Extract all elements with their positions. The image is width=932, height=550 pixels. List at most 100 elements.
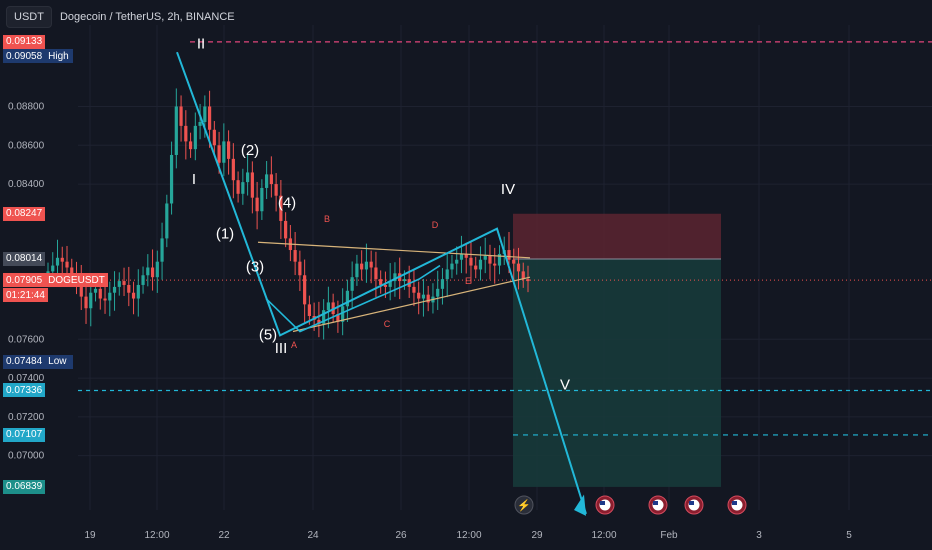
candle [345,279,350,323]
triangle-point-D: D [432,220,439,230]
wave-sub-path [265,264,441,333]
candle [265,160,269,200]
candle [108,281,112,317]
candle [369,250,373,284]
candle [55,239,60,279]
candle [445,253,449,298]
candle-body [246,172,250,183]
candle-body [212,129,216,146]
candle [497,245,502,275]
price-tag-value: 0.07484 [6,356,43,368]
candle-body [379,279,383,285]
candle-body [260,187,264,212]
price-tag-value: 0.06839 [6,481,43,493]
candle-body [507,250,511,260]
candle-body [236,180,240,194]
candle-body [478,259,483,270]
candle [117,272,121,296]
candle [207,90,212,148]
candle [60,246,64,278]
candle-body [303,275,307,305]
wave-label-III: III [275,340,288,357]
candle-body [516,263,521,272]
candle [355,254,359,286]
candle [226,130,231,175]
candle-body [255,197,259,212]
candle [279,180,283,239]
candle [474,256,478,279]
candle [84,285,88,324]
candle [421,278,426,317]
time-tick: 3 [756,530,762,541]
candle [478,246,483,281]
flag-icon-canton [653,501,658,505]
candle-body [459,253,464,260]
candle [260,179,264,220]
candle [222,123,226,177]
symbol-button[interactable]: USDT [6,6,52,28]
candle-body [165,203,169,239]
candle [193,112,197,161]
candle-body [369,261,373,268]
candle-body [402,279,407,282]
candle [360,250,364,281]
wave-label-V: V [560,377,570,394]
candle-body [521,271,525,280]
flag-icon-canton [600,501,605,505]
candle-body [150,267,155,278]
price-tick: 0.08800 [8,101,45,112]
candle-body [360,263,364,270]
candle [241,168,245,205]
candle-body [184,125,188,142]
us-event-icon [595,495,615,515]
candle [179,95,183,142]
candle [293,231,297,276]
wave-label-2: (2) [241,142,259,159]
time-tick: 29 [531,530,543,541]
candle-body [155,261,159,278]
candle [184,110,188,160]
triangle-point-E: E [465,276,471,286]
candle-body [79,283,83,297]
price-axis: 0.08800 0.08600 0.08400 0.07600 0.07400 0.072… [8,101,45,461]
candle [150,249,155,291]
candle-body [89,292,93,309]
candle [436,270,440,310]
candle [417,281,421,315]
candle-body [169,154,174,204]
candle [231,143,235,199]
time-tick: 12:00 [591,530,616,541]
chart-header: USDT Dogecoin / TetherUS, 2h, BINANCE [6,6,235,28]
price-tick: 0.08600 [8,140,45,151]
candle [146,254,150,287]
candle [79,264,83,310]
candle-body [136,284,140,299]
wave-label-5: (5) [259,326,277,343]
candle-body [265,174,269,188]
candle [379,270,383,294]
candle-body [488,255,492,264]
candle [512,248,516,280]
candle-body [93,288,98,293]
wave-label-4: (4) [278,194,296,211]
candle [341,288,345,336]
candle-body [60,257,64,262]
triangle-point-C: C [384,319,391,329]
price-tick: 0.07600 [8,334,45,345]
event-icons: ⚡ [514,495,747,515]
candle [255,181,259,230]
triangle-lower-line [292,276,531,333]
candle [136,269,140,317]
candle [469,242,473,284]
candle-body [108,292,112,301]
price-tag-top: 0.09133 [3,34,46,49]
candle-body [226,141,231,159]
candle-body [103,298,107,301]
flash-icon [514,495,534,515]
candle-body [51,265,55,272]
stop-loss-zone [513,213,721,259]
flag-icon-canton [689,501,694,505]
candle-body [188,141,193,150]
candle-body [207,106,212,130]
